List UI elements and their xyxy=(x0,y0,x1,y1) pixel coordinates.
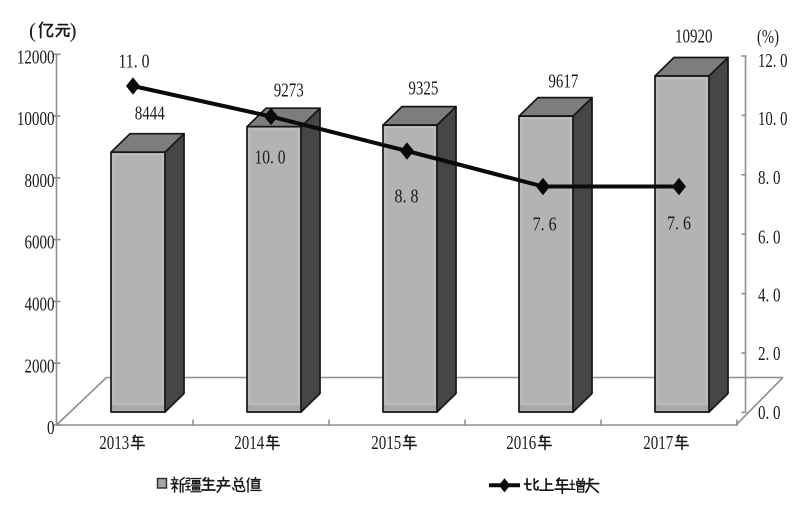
svg-text:2016: 2016 xyxy=(506,432,536,454)
svg-text:9617: 9617 xyxy=(548,71,578,93)
svg-text:10920: 10920 xyxy=(675,26,713,48)
svg-text:): ) xyxy=(70,19,77,43)
svg-text:2. 0: 2. 0 xyxy=(758,343,781,365)
svg-text:11. 0: 11. 0 xyxy=(119,51,150,73)
svg-text:12. 0: 12. 0 xyxy=(758,50,788,72)
svg-text:2000: 2000 xyxy=(25,355,55,377)
svg-text:2014: 2014 xyxy=(234,432,264,454)
svg-text:10. 0: 10. 0 xyxy=(255,147,286,169)
svg-text:10000: 10000 xyxy=(17,108,55,130)
svg-text:8444: 8444 xyxy=(135,103,165,125)
svg-text:(: ( xyxy=(29,19,36,43)
svg-text:8. 8: 8. 8 xyxy=(395,186,419,208)
svg-text:2015: 2015 xyxy=(371,432,401,454)
svg-text:(%): (%) xyxy=(757,27,779,48)
svg-text:0. 0: 0. 0 xyxy=(758,402,781,424)
svg-text:2017: 2017 xyxy=(643,432,673,454)
svg-text:9273: 9273 xyxy=(274,80,304,102)
svg-text:2013: 2013 xyxy=(99,432,129,454)
svg-text:9325: 9325 xyxy=(408,78,438,100)
svg-text:10. 0: 10. 0 xyxy=(758,108,788,130)
svg-text:7. 6: 7. 6 xyxy=(533,214,557,236)
svg-text:4. 0: 4. 0 xyxy=(758,285,781,307)
svg-text:8000: 8000 xyxy=(25,170,55,192)
svg-text:12000: 12000 xyxy=(17,46,55,68)
svg-text:8. 0: 8. 0 xyxy=(758,167,781,189)
svg-text:0: 0 xyxy=(47,417,55,439)
svg-text:4000: 4000 xyxy=(25,294,55,316)
svg-text:7. 6: 7. 6 xyxy=(667,213,691,235)
svg-text:6. 0: 6. 0 xyxy=(758,226,781,248)
svg-text:6000: 6000 xyxy=(25,232,55,254)
